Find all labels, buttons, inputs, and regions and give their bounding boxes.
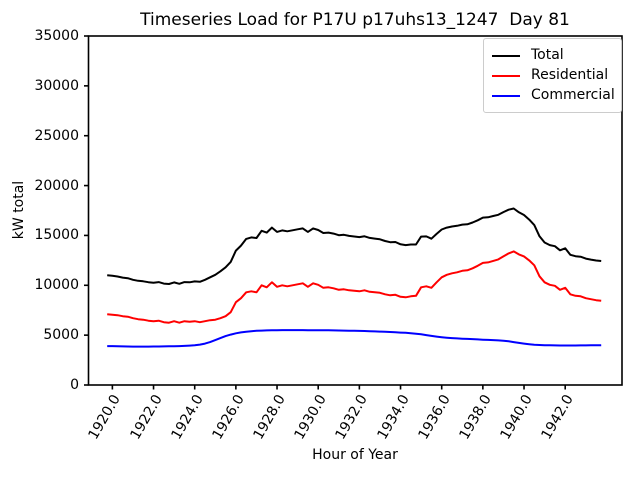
chart-title: Timeseries Load for P17U p17uhs13_1247 D… [140,10,570,30]
y-tick-label: 0 [70,377,79,393]
y-tick-label: 25000 [34,127,79,144]
legend-item: Total [492,46,613,65]
axes-spines [87,35,623,386]
legend-label: Total [531,47,564,63]
y-tick-label: 15000 [34,227,79,244]
legend-item: Commercial [492,86,615,105]
legend-line-sample [492,94,520,97]
series-line-residential [107,250,602,324]
legend: Total Residential Commercial [483,38,622,113]
legend-label: Residential [531,67,609,83]
x-axis-label: Hour of Year [312,447,398,463]
y-tick-label: 35000 [34,28,79,44]
series-line-total [107,207,602,285]
y-tick-label: 20000 [34,177,79,194]
legend-line-sample [492,74,520,77]
series-line-commercial [107,329,602,348]
legend-line-sample [492,54,520,57]
y-tick-label: 10000 [34,277,79,294]
y-tick-label: 5000 [43,327,79,344]
y-tick-label: 30000 [34,77,79,94]
legend-label: Commercial [531,87,615,103]
legend-item: Residential [492,66,613,85]
